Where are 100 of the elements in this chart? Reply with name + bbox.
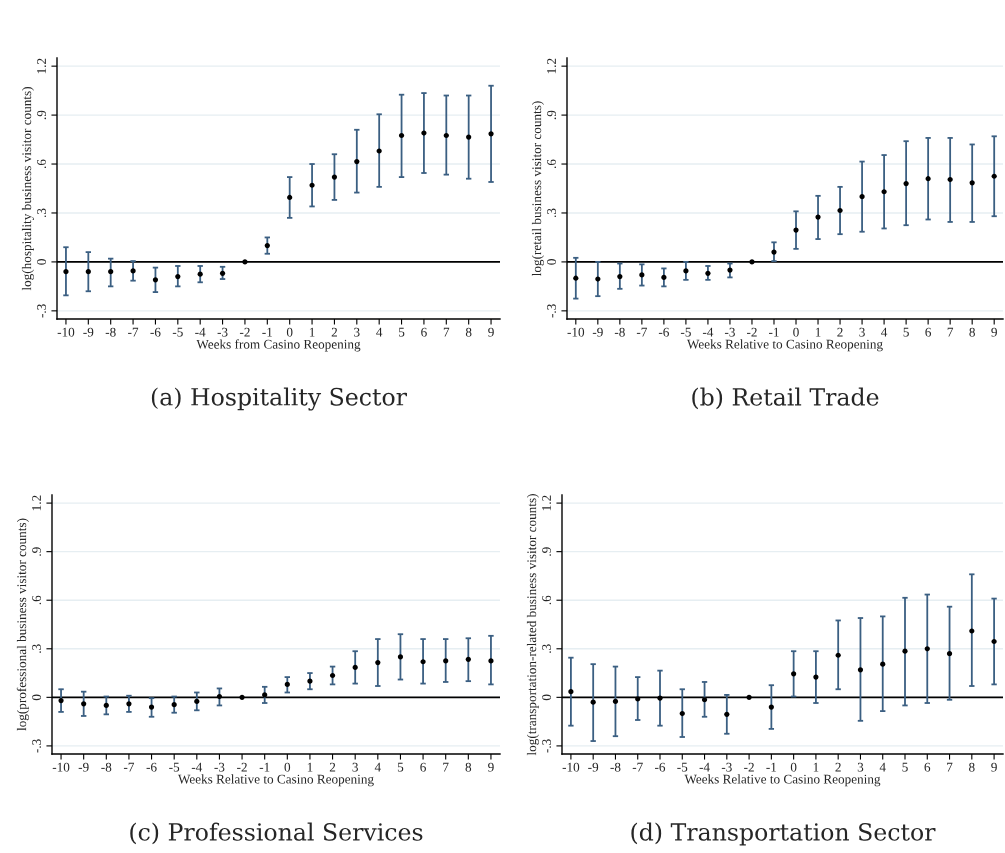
point <box>612 698 619 704</box>
x-tick-label: -6 <box>150 327 161 337</box>
point <box>724 711 730 717</box>
x-tick-label: 9 <box>991 762 997 772</box>
x-tick-label: -6 <box>655 762 666 772</box>
x-tick-label: 1 <box>815 327 821 337</box>
point <box>857 667 864 673</box>
point <box>81 701 87 707</box>
y-tick-label: 1.2 <box>547 58 557 74</box>
point <box>421 130 427 136</box>
point <box>969 180 975 186</box>
x-tick-label: -1 <box>766 762 777 772</box>
y-tick-label: -.3 <box>37 304 47 318</box>
x-tick-label: -7 <box>636 327 647 337</box>
x-tick-label: 8 <box>465 762 472 772</box>
x-tick-label: 1 <box>309 327 315 337</box>
point <box>103 702 109 709</box>
x-tick-label: 9 <box>488 327 494 337</box>
point <box>793 227 799 233</box>
point <box>488 658 494 664</box>
point <box>881 189 887 195</box>
x-tick-label: 9 <box>488 762 494 772</box>
x-tick-label: -8 <box>101 762 112 772</box>
x-tick-label: -9 <box>588 762 599 772</box>
point <box>397 654 404 660</box>
point <box>947 176 953 183</box>
x-tick-label: 6 <box>421 327 427 337</box>
point <box>946 651 953 657</box>
x-tick-label: 8 <box>465 327 472 337</box>
y-tick-label: 0 <box>32 694 41 701</box>
x-tick-label: -7 <box>123 762 135 772</box>
y-tick-label: .6 <box>37 159 47 169</box>
point <box>262 692 268 698</box>
x-tick-label: 4 <box>376 327 383 337</box>
x-tick-label: -3 <box>724 327 735 337</box>
x-tick-label: 2 <box>329 762 336 772</box>
x-tick-label: -8 <box>610 762 621 772</box>
point <box>242 259 248 265</box>
point <box>443 132 449 139</box>
x-tick-label: -5 <box>172 327 183 337</box>
x-tick-label: 3 <box>859 327 865 337</box>
point <box>617 273 623 280</box>
x-tick-label: 1 <box>307 762 313 772</box>
y-axis-title: log(professional business visitor counts) <box>16 518 29 731</box>
point <box>837 207 843 214</box>
y-tick-label: .3 <box>32 644 42 653</box>
point <box>595 276 601 282</box>
x-tick-label: 0 <box>793 327 799 337</box>
point <box>354 158 360 165</box>
point <box>902 648 908 654</box>
x-tick-label: -4 <box>195 327 206 337</box>
x-tick-label: 0 <box>286 327 293 337</box>
point <box>771 249 777 255</box>
x-tick-label: 6 <box>924 762 931 772</box>
point <box>768 704 774 710</box>
x-tick-label: 2 <box>835 762 841 772</box>
point <box>835 652 841 658</box>
x-tick-label: 1 <box>813 762 819 772</box>
x-tick-label: -2 <box>746 327 757 337</box>
point <box>284 681 290 687</box>
point <box>63 269 69 275</box>
x-tick-label: 7 <box>443 762 449 772</box>
point <box>679 710 685 717</box>
point <box>108 269 114 275</box>
point <box>175 273 181 280</box>
point <box>859 194 865 200</box>
x-tick-label: -4 <box>702 327 714 337</box>
x-tick-label: -3 <box>217 327 228 337</box>
point <box>329 672 336 679</box>
point <box>815 214 821 220</box>
x-tick-label: -10 <box>562 762 580 772</box>
x-tick-label: -10 <box>567 327 585 337</box>
y-tick-label: .6 <box>32 595 42 605</box>
text: (a) Hospitality Sector <box>151 387 407 411</box>
x-tick-label: -6 <box>658 327 669 337</box>
y-axis-title: log(hospitality business visitor counts) <box>21 87 34 291</box>
y-tick-label: 0 <box>547 259 556 265</box>
x-tick-label: -5 <box>680 327 691 337</box>
point <box>880 661 886 667</box>
point <box>701 697 708 703</box>
point <box>216 693 223 700</box>
x-tick-label: -4 <box>191 762 203 772</box>
y-tick-label: 1.2 <box>32 495 42 511</box>
text: (c) Professional Services <box>130 822 423 845</box>
x-tick-label: -10 <box>52 762 70 772</box>
point <box>148 704 155 710</box>
y-tick-label: -.3 <box>32 739 42 753</box>
point <box>991 638 997 645</box>
y-tick-label: .9 <box>37 110 47 120</box>
x-tick-label: 9 <box>991 327 997 337</box>
point <box>58 697 64 704</box>
y-tick-label: -.3 <box>542 739 552 753</box>
point <box>639 272 645 278</box>
x-tick-label: -3 <box>214 762 225 772</box>
x-tick-label: -1 <box>768 327 779 337</box>
x-tick-label: -5 <box>169 762 180 772</box>
x-tick-label: -6 <box>146 762 157 772</box>
x-tick-label: -3 <box>721 762 732 772</box>
point <box>705 270 711 276</box>
point <box>197 271 203 277</box>
